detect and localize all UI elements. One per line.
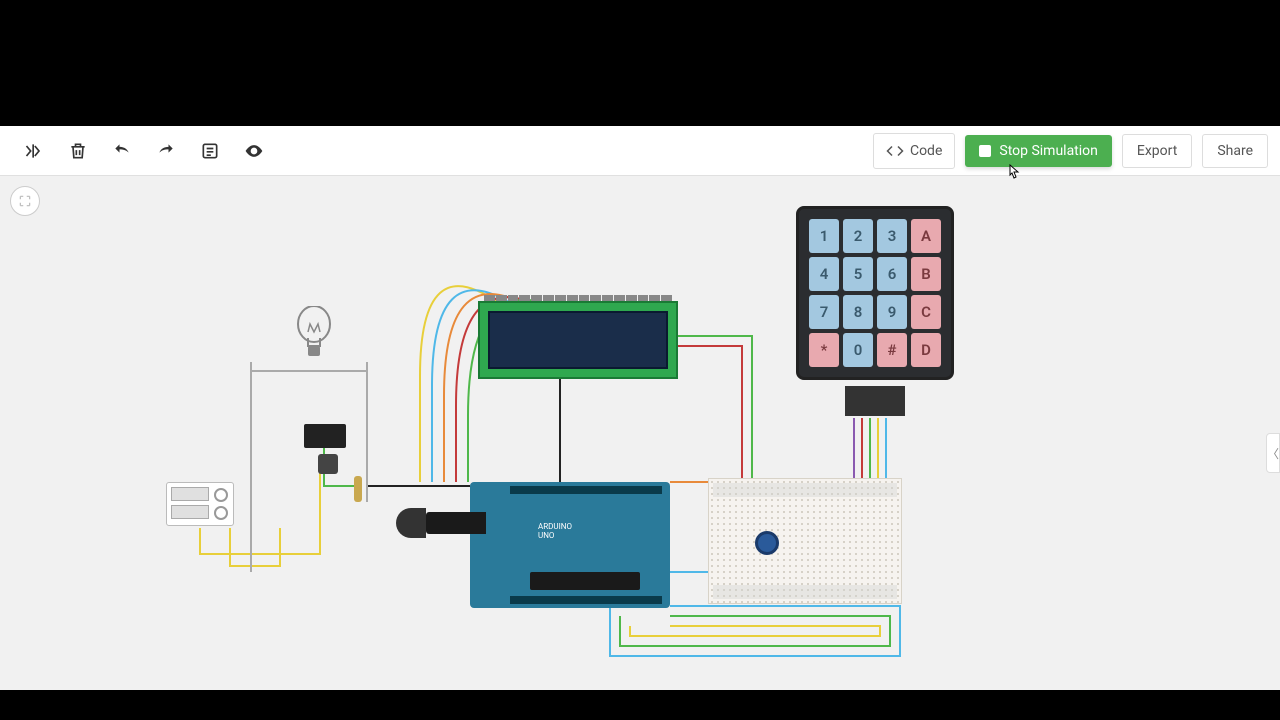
keypad-key-9[interactable]: 9: [877, 295, 907, 329]
lcd-16x2[interactable]: [478, 301, 678, 379]
redo-icon[interactable]: [144, 129, 188, 173]
wire-overlay: [0, 176, 1280, 690]
lcd-screen: [488, 311, 668, 369]
chevron-left-icon: 〈: [1267, 445, 1279, 462]
lcd-pins: [484, 295, 672, 301]
simulation-button[interactable]: Stop Simulation: [965, 135, 1112, 167]
resistor[interactable]: [354, 476, 362, 502]
psu-display-2: [171, 505, 209, 519]
keypad-key-3[interactable]: 3: [877, 219, 907, 253]
bulb-holder-top: [250, 362, 368, 372]
arduino-digital-header[interactable]: [510, 486, 662, 494]
components-panel-toggle[interactable]: 〈: [1266, 433, 1280, 473]
zoom-fit-button[interactable]: [10, 186, 40, 216]
arduino-board-label: ARDUINOUNO: [538, 522, 572, 540]
zoom-fit-icon: [18, 194, 32, 208]
export-button[interactable]: Export: [1122, 134, 1192, 168]
bulb-holder-left: [250, 372, 252, 572]
keypad-grid: 1 2 3 A 4 5 6 B 7 8 9 C * 0 # D: [809, 219, 941, 367]
export-button-label: Export: [1137, 143, 1177, 159]
flip-icon[interactable]: [12, 129, 56, 173]
keypad-key-8[interactable]: 8: [843, 295, 873, 329]
psu-knob-2[interactable]: [214, 506, 228, 520]
bulb-icon: [296, 306, 332, 362]
code-button-label: Code: [910, 143, 942, 159]
keypad-4x4[interactable]: 1 2 3 A 4 5 6 B 7 8 9 C * 0 # D: [796, 206, 954, 380]
keypad-key-b[interactable]: B: [911, 257, 941, 291]
keypad-key-0[interactable]: 0: [843, 333, 873, 367]
arduino-mcu-chip: [530, 572, 640, 590]
video-letterbox-bottom: [0, 690, 1280, 720]
keypad-key-c[interactable]: C: [911, 295, 941, 329]
keypad-key-1[interactable]: 1: [809, 219, 839, 253]
code-button[interactable]: Code: [873, 133, 955, 169]
keypad-key-7[interactable]: 7: [809, 295, 839, 329]
relay-module[interactable]: [304, 424, 346, 448]
light-bulb[interactable]: [296, 306, 332, 366]
share-button-label: Share: [1217, 143, 1253, 159]
keypad-key-d[interactable]: D: [911, 333, 941, 367]
keypad-key-4[interactable]: 4: [809, 257, 839, 291]
keypad-key-2[interactable]: 2: [843, 219, 873, 253]
keypad-key-6[interactable]: 6: [877, 257, 907, 291]
keypad-key-5[interactable]: 5: [843, 257, 873, 291]
main-toolbar: Code Stop Simulation Export Share: [0, 126, 1280, 176]
power-supply[interactable]: [166, 482, 234, 526]
arduino-uno[interactable]: ARDUINOUNO: [470, 482, 670, 608]
undo-icon[interactable]: [100, 129, 144, 173]
video-letterbox-top: [0, 0, 1280, 126]
psu-knob-1[interactable]: [214, 488, 228, 502]
breadboard-rail-bottom[interactable]: [713, 585, 897, 599]
breadboard-rail-top[interactable]: [713, 483, 897, 497]
toolbar-left-group: [12, 129, 276, 173]
potentiometer[interactable]: [755, 531, 779, 555]
share-button[interactable]: Share: [1202, 134, 1268, 168]
code-icon: [886, 142, 904, 160]
arduino-power-header[interactable]: [510, 596, 662, 604]
breadboard-small[interactable]: [708, 478, 902, 604]
notes-icon[interactable]: [188, 129, 232, 173]
bulb-holder-right: [366, 372, 368, 502]
visibility-icon[interactable]: [232, 129, 276, 173]
keypad-key-a[interactable]: A: [911, 219, 941, 253]
circuit-canvas[interactable]: 1 2 3 A 4 5 6 B 7 8 9 C * 0 # D ARDUINOU…: [0, 176, 1280, 690]
relay-coil: [318, 454, 338, 474]
delete-icon[interactable]: [56, 129, 100, 173]
simulation-button-label: Stop Simulation: [999, 143, 1098, 159]
keypad-connector: [845, 386, 905, 416]
toolbar-right-group: Code Stop Simulation Export Share: [873, 133, 1268, 169]
arduino-usb-port: [426, 512, 486, 534]
keypad-key-star[interactable]: *: [809, 333, 839, 367]
stop-icon: [979, 145, 991, 157]
keypad-key-hash[interactable]: #: [877, 333, 907, 367]
psu-display-1: [171, 487, 209, 501]
